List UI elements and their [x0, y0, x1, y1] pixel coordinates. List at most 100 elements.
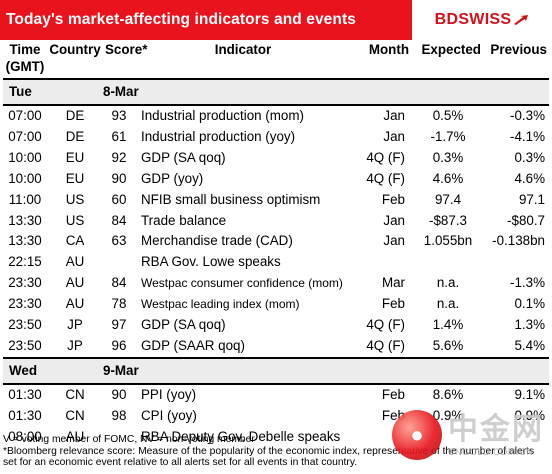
cell-time: 08:00 [8, 428, 42, 444]
table-row: 10:00 EU 92 GDP (SA qoq) 4Q (F) 0.3% 0.3% [3, 148, 549, 169]
economic-calendar-table: Time (GMT) Country Score* Indicator Mont… [3, 40, 549, 448]
cell-score: 98 [111, 407, 127, 423]
cell-score: 96 [111, 337, 127, 353]
day-row: Wed 9-Mar [3, 356, 549, 385]
col-header-country: Country [47, 40, 103, 80]
cell-country: AU [65, 428, 85, 444]
cell-score: 63 [111, 233, 127, 249]
table-row: 13:30 US 84 Trade balance Jan -$87.3 -$80.7 [3, 211, 549, 232]
table-row: 23:50 JP 97 GDP (SA qoq) 4Q (F) 1.4% 1.3% [3, 315, 549, 336]
day-date: 9-Mar [103, 356, 549, 385]
cell-previous: -4.1% [510, 128, 545, 144]
cell-score: 60 [111, 191, 127, 207]
logo-text: BDSWISS [435, 11, 530, 29]
cell-indicator: GDP (yoy) [141, 170, 204, 186]
table-header-row: Time (GMT) Country Score* Indicator Mont… [3, 40, 549, 80]
cell-time: 23:50 [8, 337, 42, 353]
watermark-url: CNGOLD.COM.CN [448, 447, 534, 457]
calendar-table-wrap: Time (GMT) Country Score* Indicator Mont… [3, 40, 549, 448]
cell-country: US [65, 191, 85, 207]
cell-time: 07:00 [8, 128, 42, 144]
cell-expected: 0.9% [432, 407, 464, 423]
footnote-score: *Bloomberg relevance score: Measure of t… [3, 445, 535, 469]
cell-month: Feb [381, 191, 405, 207]
table-row: 22:15 AU RBA Gov. Lowe speaks [3, 252, 549, 273]
col-header-expected: Expected [413, 40, 483, 80]
cell-previous: -1.3% [510, 275, 545, 291]
col-header-previous: Previous [483, 40, 549, 80]
cell-country: CN [65, 407, 85, 423]
cell-indicator: Trade balance [141, 212, 227, 228]
cell-time: 10:00 [8, 170, 42, 186]
cell-expected: 0.5% [432, 108, 464, 123]
cell-country: CN [65, 386, 85, 402]
cell-country: DE [65, 108, 85, 123]
logo-swoosh-icon [514, 15, 529, 25]
cell-expected: 1.4% [432, 317, 464, 333]
table-row: 07:00 DE 93 Industrial production (mom) Jan 0… [3, 105, 549, 127]
cell-time: 23:30 [8, 296, 42, 312]
cell-previous: 4.6% [514, 170, 545, 186]
report-title: Today's market-affecting indicators and … [6, 11, 356, 28]
cell-score: 78 [111, 296, 127, 312]
day-date: 8-Mar [103, 79, 549, 106]
cell-month: 4Q (F) [366, 317, 405, 333]
watermark-text: 中金网 CNGOLD.COM.CN [448, 412, 544, 458]
cell-time: 13:30 [8, 212, 42, 228]
cell-country: AU [65, 254, 85, 270]
cell-country: AU [65, 296, 85, 312]
cell-indicator: PPI (yoy) [141, 386, 197, 402]
cell-country: JP [67, 317, 83, 333]
cell-previous: 0.1% [514, 296, 545, 312]
cell-expected: n.a. [436, 296, 460, 312]
cell-month: Feb [381, 296, 405, 312]
cell-score: 84 [111, 275, 127, 291]
cell-country: CA [65, 233, 85, 249]
cell-previous: 1.3% [514, 317, 545, 333]
col-header-score: Score* [103, 40, 147, 80]
cell-time: 23:50 [8, 317, 42, 333]
cell-score: 93 [111, 108, 127, 123]
cell-previous: -0.138bn [492, 233, 545, 249]
col-header-month: Month [351, 40, 413, 80]
cell-month: 4Q (F) [366, 337, 405, 353]
cell-month [351, 252, 413, 273]
cell-country: AU [65, 275, 85, 291]
cell-indicator: GDP (SAAR qoq) [141, 337, 245, 353]
cell-score: 90 [111, 170, 127, 186]
cell-expected: -1.7% [430, 128, 466, 144]
cell-month: Mar [381, 275, 405, 291]
cell-indicator: GDP (SA qoq) [141, 317, 226, 333]
table-row: 01:30 CN 90 PPI (yoy) Feb 8.6% 9.1% [3, 384, 549, 406]
cell-month: Jan [383, 108, 405, 123]
cell-expected: -$87.3 [429, 212, 467, 228]
cell-month: Jan [383, 128, 405, 144]
cell-expected [413, 252, 483, 273]
cell-expected: n.a. [436, 275, 460, 291]
day-spacer [47, 79, 103, 106]
cell-time: 22:15 [8, 254, 42, 270]
cell-month: 4Q (F) [366, 170, 405, 186]
bdswiss-logo: BDSWISS [412, 0, 552, 40]
table-row: 23:30 AU 84 Westpac consumer confidence (mo… [3, 273, 549, 294]
cell-country: JP [67, 337, 83, 353]
table-row: 01:30 CN 98 CPI (yoy) Feb 0.9% 0.9% [3, 406, 549, 427]
cell-previous: -$80.7 [507, 212, 545, 228]
cell-indicator: RBA Deputy Gov. Debelle speaks [141, 428, 341, 444]
table-row: 13:30 CA 63 Merchandise trade (CAD) Jan 1.055… [3, 231, 549, 252]
table-row: 07:00 DE 61 Industrial production (yoy) Jan -… [3, 127, 549, 148]
watermark-cn: 中金网 [448, 412, 544, 447]
day-name: Tue [3, 79, 47, 106]
cell-time: 13:30 [8, 233, 42, 249]
cell-indicator: Westpac consumer confidence (mom) [141, 276, 343, 291]
cell-time: 01:30 [8, 386, 42, 402]
table-row: 10:00 EU 90 GDP (yoy) 4Q (F) 4.6% 4.6% [3, 169, 549, 190]
cell-month: Feb [381, 386, 405, 402]
globe-logo-icon: ● [392, 410, 442, 460]
cell-time: 01:30 [8, 407, 42, 423]
cell-expected: 1.055bn [423, 233, 473, 249]
cell-previous: 0.9% [514, 407, 545, 423]
cell-score [103, 252, 135, 273]
cell-indicator: Merchandise trade (CAD) [141, 233, 293, 249]
cell-month: Jan [383, 212, 405, 228]
